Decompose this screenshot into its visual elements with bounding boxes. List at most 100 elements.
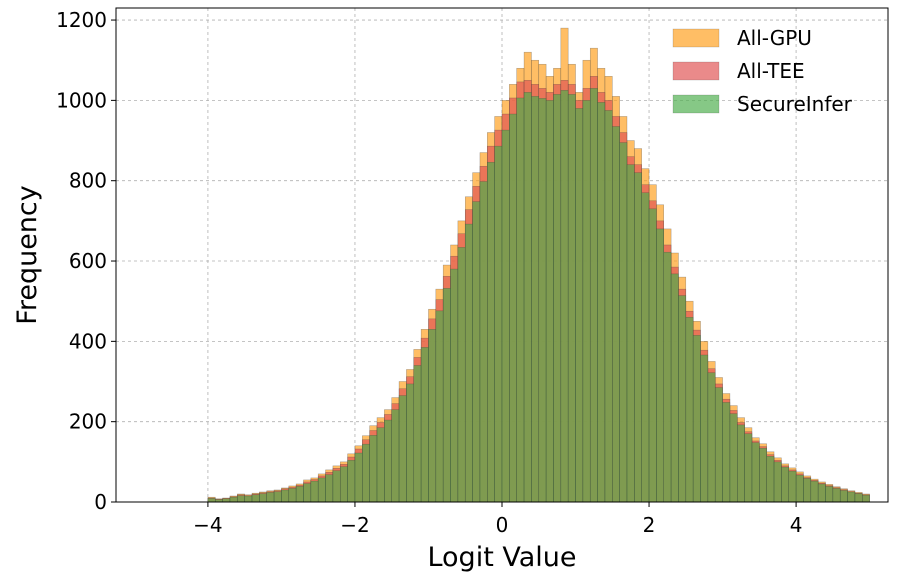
histogram-bar <box>567 94 576 503</box>
x-tick-label: −4 <box>193 513 222 537</box>
legend-label: SecureInfer <box>737 92 853 116</box>
histogram-bar <box>656 228 665 503</box>
histogram-bar <box>589 88 598 503</box>
histogram-bar <box>854 493 863 503</box>
histogram-bar <box>803 478 812 503</box>
legend-label: All-TEE <box>737 59 805 83</box>
histogram-bar <box>670 273 679 503</box>
histogram-bar <box>428 329 437 503</box>
legend-swatch <box>672 94 720 114</box>
histogram-bar <box>707 372 716 503</box>
histogram-bar <box>494 145 503 503</box>
histogram-bar <box>273 491 282 503</box>
histogram-bar <box>839 490 848 503</box>
histogram-bar <box>266 492 275 503</box>
histogram-bar <box>310 480 319 503</box>
histogram-bar <box>501 129 510 503</box>
y-tick-label: 0 <box>94 490 107 514</box>
histogram-bar <box>729 413 738 503</box>
histogram-bar <box>634 172 642 503</box>
histogram-bar <box>523 92 532 503</box>
histogram-bar <box>251 494 260 503</box>
histogram-bar <box>545 100 554 503</box>
histogram-bar <box>295 486 304 503</box>
histogram-bar <box>207 498 216 503</box>
x-axis-title: Logit Value <box>427 542 576 573</box>
y-tick-label: 400 <box>69 329 107 353</box>
histogram-bar <box>303 483 312 503</box>
histogram-bar <box>619 142 628 503</box>
y-tick-label: 200 <box>69 410 107 434</box>
histogram-bar <box>663 251 672 503</box>
y-tick-label: 800 <box>69 169 107 193</box>
histogram-bar <box>773 461 782 503</box>
histogram-bar <box>553 94 562 503</box>
histogram-bar <box>810 480 819 503</box>
histogram-bar <box>744 433 753 503</box>
histogram-bar <box>795 474 804 503</box>
histogram-bar <box>472 201 481 503</box>
histogram-bar <box>641 192 650 503</box>
histogram-bar <box>509 113 517 503</box>
x-tick-label: −2 <box>340 513 369 537</box>
histogram-bar <box>788 470 797 503</box>
histogram-bar <box>244 495 253 503</box>
histogram-bar <box>817 483 826 503</box>
legend: All-GPU All-TEE SecureInfer <box>672 26 853 116</box>
histogram-bar <box>781 466 789 503</box>
legend-label: All-GPU <box>737 26 812 50</box>
x-tick-label: 4 <box>790 513 803 537</box>
legend-swatch <box>672 61 720 81</box>
histogram-bar <box>626 164 635 503</box>
histogram-bar <box>648 208 657 503</box>
histogram-bar <box>751 442 760 503</box>
histogram-bar <box>317 477 326 503</box>
y-tick-label: 1000 <box>56 88 107 112</box>
histogram-bar <box>766 455 775 503</box>
histogram-bar <box>384 419 392 503</box>
histogram-bar <box>560 90 569 503</box>
y-tick-label: 600 <box>69 249 107 273</box>
histogram-bar <box>825 486 834 503</box>
histogram-bar <box>692 335 701 503</box>
histogram-bar <box>398 395 407 503</box>
histogram-bar <box>612 126 620 503</box>
histogram-bar <box>575 108 584 503</box>
histogram-bar <box>281 489 290 503</box>
histogram-bar <box>237 495 245 503</box>
histogram-bar <box>714 387 723 503</box>
histogram-bar <box>700 354 709 503</box>
histogram-bars <box>207 27 870 503</box>
histogram-bar <box>450 268 459 503</box>
histogram-bar <box>339 466 348 503</box>
histogram-bar <box>457 247 466 503</box>
histogram-bar <box>759 447 767 503</box>
histogram-bar <box>862 494 870 503</box>
histogram-bar <box>678 295 687 503</box>
histogram-bar <box>442 288 451 503</box>
histogram-bar <box>435 310 444 503</box>
series-secureinfer <box>207 88 870 503</box>
histogram-bar <box>369 435 378 503</box>
histogram-bar <box>420 347 429 503</box>
histogram-bar <box>582 100 591 503</box>
histogram-bar <box>487 161 495 503</box>
histogram-bar <box>737 424 745 503</box>
histogram-bar <box>464 223 473 503</box>
histogram-bar <box>354 452 363 503</box>
histogram-bar <box>479 181 488 503</box>
histogram-bar <box>413 365 422 503</box>
x-axis-ticks: −4 −2 0 2 4 <box>193 502 802 537</box>
histogram-bar <box>406 383 415 503</box>
histogram-bar <box>847 491 856 503</box>
histogram-bar <box>832 488 841 503</box>
histogram-bar <box>391 409 400 503</box>
histogram-bar <box>288 488 297 503</box>
histogram-bar <box>597 102 606 503</box>
histogram-bar <box>229 496 238 503</box>
histogram-bar <box>516 97 525 503</box>
histogram-bar <box>531 96 540 503</box>
histogram-bar <box>722 402 731 503</box>
histogram-bar <box>538 98 547 503</box>
